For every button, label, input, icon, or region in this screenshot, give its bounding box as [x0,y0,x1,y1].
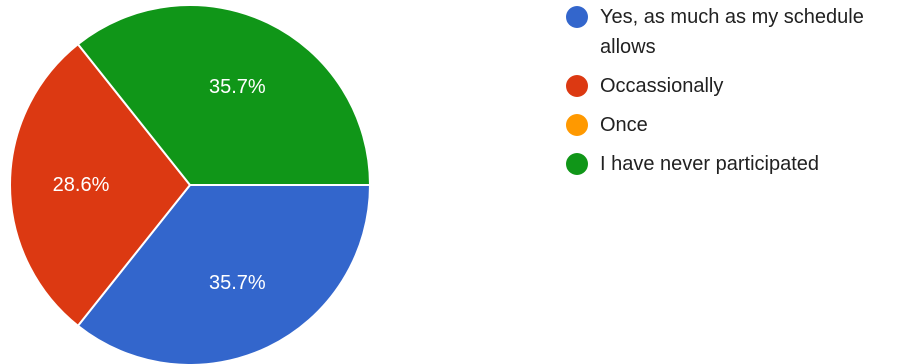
legend-label-occassionally: Occassionally [600,75,724,97]
pie-chart: 35.7% 28.6% 35.7% [9,4,372,364]
slice-label-occassionally: 28.6% [53,174,110,196]
legend-item-once[interactable]: Once [566,110,911,140]
legend-label-never: I have never participated [600,153,820,175]
pie-slice-yes[interactable] [76,184,372,364]
slice-label-never: 35.7% [209,76,266,98]
legend-swatch-yes [566,6,588,28]
slice-label-yes: 35.7% [209,272,266,294]
pie-slice-never[interactable] [76,4,372,186]
legend-item-yes[interactable]: Yes, as much as my schedule allows [566,2,911,62]
legend-label-once: Once [600,114,648,136]
chart-legend: Yes, as much as my schedule allows Occas… [566,2,911,188]
legend-label-yes: Yes, as much as my schedule allows [600,6,864,58]
pie-slices [9,4,372,364]
legend-swatch-once [566,114,588,136]
pie-slice-labels: 35.7% 28.6% 35.7% [53,76,266,294]
legend-item-occassionally[interactable]: Occassionally [566,71,911,101]
legend-item-never[interactable]: I have never participated [566,149,911,179]
legend-swatch-occassionally [566,75,588,97]
pie-slice-occassionally[interactable] [9,42,192,328]
legend-swatch-never [566,153,588,175]
